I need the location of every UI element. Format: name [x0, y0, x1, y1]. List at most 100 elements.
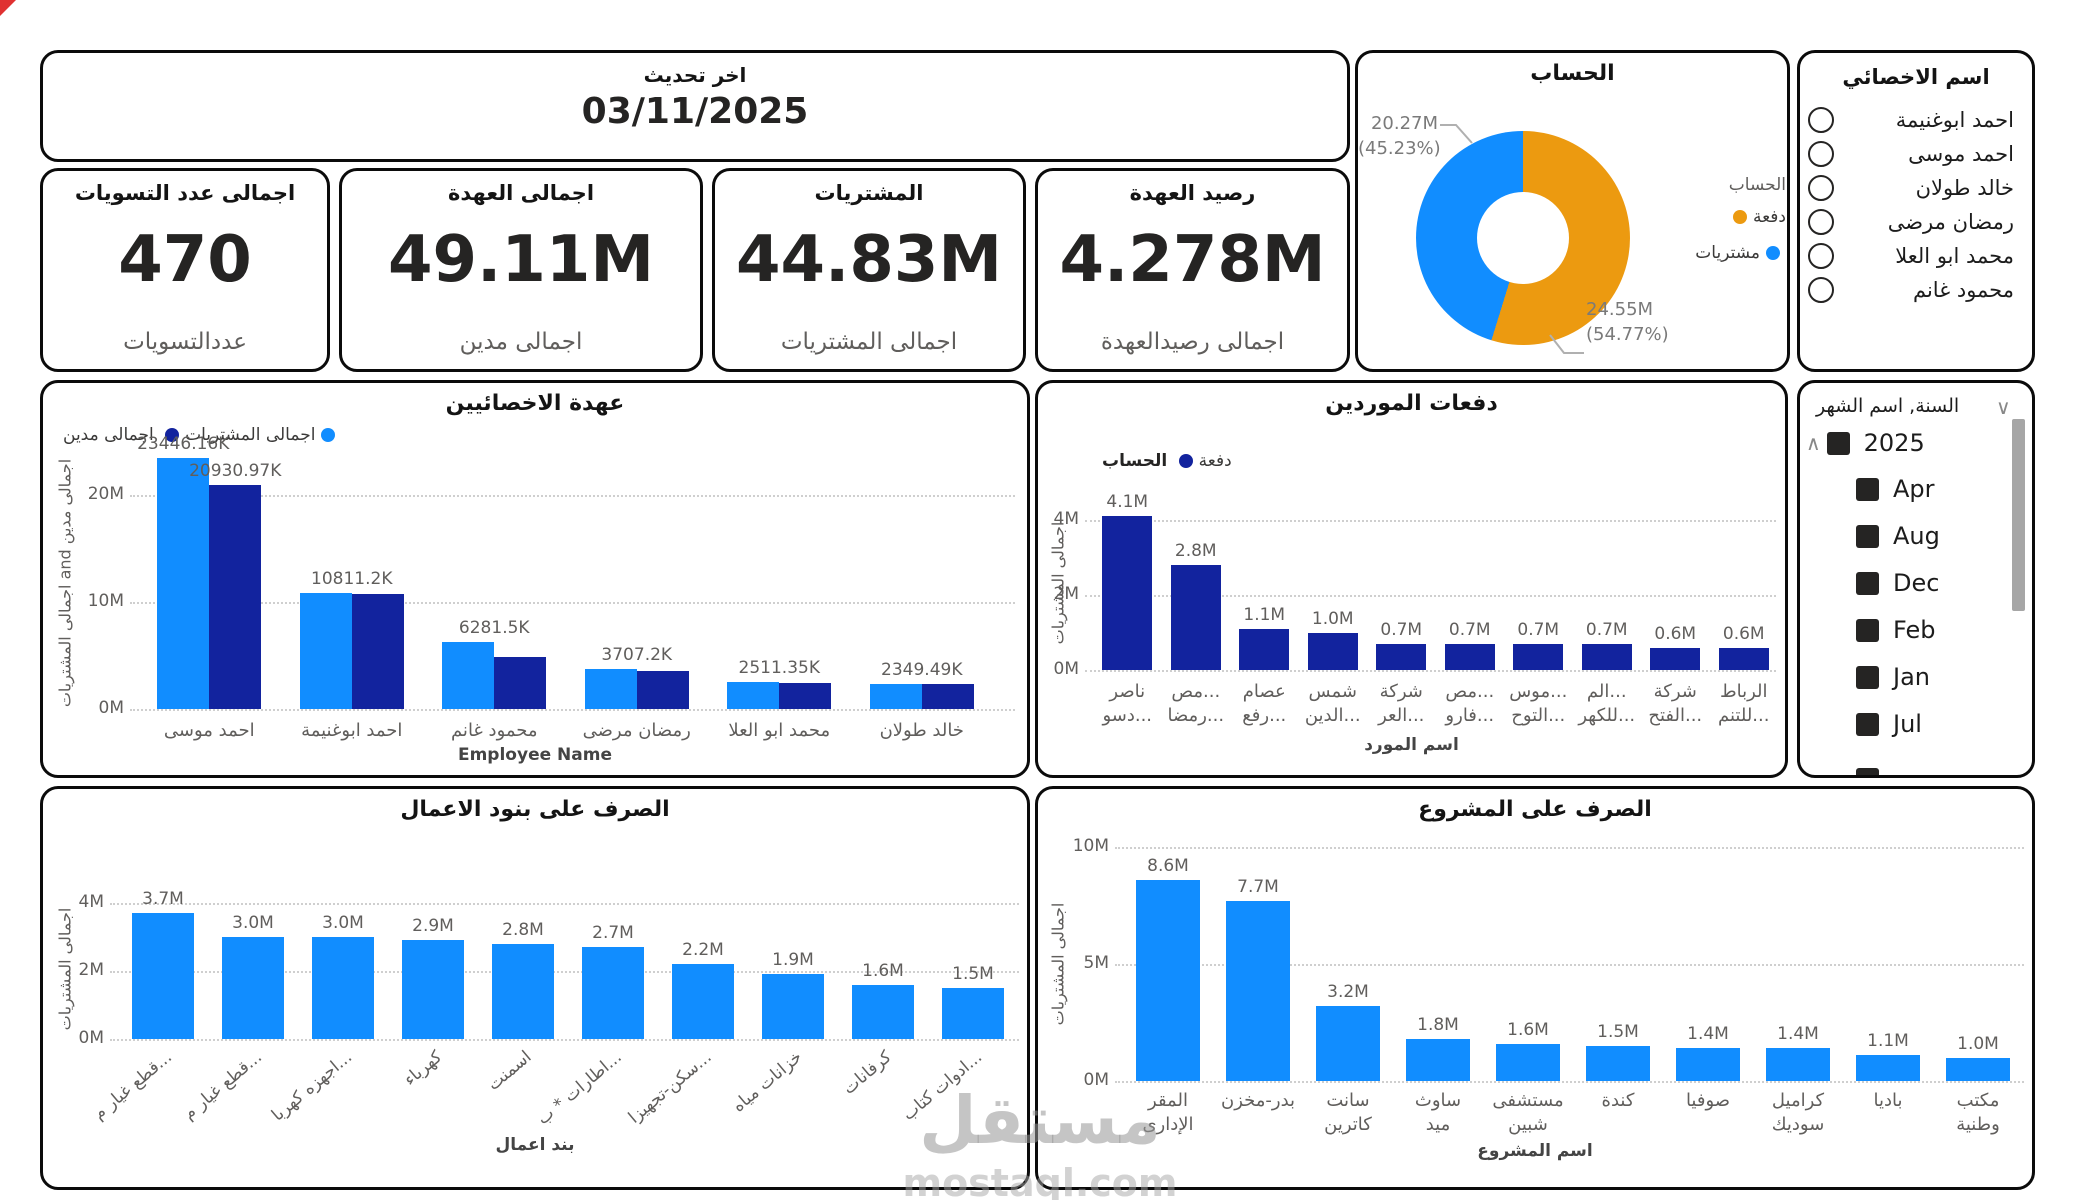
month-item[interactable]: Feb — [1856, 616, 1936, 644]
bar[interactable] — [312, 937, 374, 1039]
specialist-item[interactable]: رمضان مرضى — [1808, 207, 2022, 237]
month-item[interactable]: Dec — [1856, 569, 1939, 597]
category-label: رمضان مرضى — [582, 720, 691, 741]
legend-dot — [321, 428, 336, 442]
bar[interactable] — [779, 682, 832, 709]
month-item[interactable]: Jan — [1856, 663, 1930, 691]
bar-label: 2.8M — [1174, 541, 1217, 561]
radio-icon[interactable] — [1808, 209, 1834, 235]
bar[interactable] — [1513, 643, 1564, 670]
bar-label: 2511.35K — [738, 658, 820, 679]
bar[interactable] — [132, 913, 194, 1039]
bar[interactable] — [1136, 879, 1200, 1081]
checkbox-icon[interactable] — [1826, 431, 1850, 455]
custody-legend[interactable]: اجمالى المشتريات اجمالى مدين — [53, 425, 341, 445]
checkbox-icon[interactable] — [1856, 618, 1879, 642]
month-slicer-title: السنة, اسم الشهر — [1816, 395, 1960, 417]
month-item-partial[interactable] — [1856, 768, 1879, 775]
chevron-up-icon[interactable]: ∧ — [1806, 431, 1821, 455]
checkbox-icon[interactable] — [1856, 665, 1879, 689]
specialist-item[interactable]: خالد طولان — [1808, 173, 2022, 203]
bar[interactable] — [584, 669, 637, 709]
bar[interactable] — [1376, 643, 1427, 670]
bar[interactable] — [351, 593, 404, 709]
month-slicer: السنة, اسم الشهر ∨ ∧ 2025 Apr Aug Dec Fe… — [1797, 380, 2035, 778]
chevron-down-icon[interactable]: ∨ — [1996, 395, 2011, 419]
bar[interactable] — [209, 485, 262, 709]
radio-icon[interactable] — [1808, 141, 1834, 167]
bar[interactable] — [157, 458, 210, 709]
radio-icon[interactable] — [1808, 243, 1834, 269]
specialist-label: احمد ابوغنيمة — [1895, 108, 2014, 132]
bar[interactable] — [442, 641, 495, 709]
month-item[interactable]: Apr — [1856, 475, 1935, 503]
bar[interactable] — [222, 937, 284, 1039]
bar[interactable] — [582, 947, 644, 1039]
bar[interactable] — [1102, 516, 1153, 670]
bar[interactable] — [1496, 1043, 1560, 1081]
bar[interactable] — [672, 964, 734, 1039]
bar[interactable] — [1650, 647, 1701, 670]
legend-item-purchases[interactable]: مشتريات — [1678, 243, 1786, 263]
bar[interactable] — [299, 593, 352, 709]
bar-label: 1.1M — [1243, 604, 1286, 625]
legend-item-payment[interactable]: دفعة — [1678, 207, 1786, 227]
bar[interactable] — [1856, 1055, 1920, 1081]
suppliers-y-axis-title: اجمالى المشتريات — [1048, 521, 1068, 645]
bar[interactable] — [1946, 1057, 2010, 1081]
y-tick-label: 10M — [1072, 836, 1109, 856]
year-row[interactable]: ∧ 2025 — [1806, 429, 1925, 457]
checkbox-icon[interactable] — [1856, 477, 1879, 501]
gridline — [1085, 520, 1776, 522]
bar[interactable] — [942, 988, 1004, 1039]
year-label: 2025 — [1863, 429, 1925, 457]
bar[interactable] — [921, 683, 974, 709]
specialist-item[interactable]: احمد موسى — [1808, 139, 2022, 169]
kpi-subtitle: اجمالى مدين — [459, 329, 583, 355]
scrollbar[interactable] — [2012, 419, 2025, 611]
bar[interactable] — [402, 940, 464, 1039]
bar[interactable] — [1581, 643, 1632, 670]
bar[interactable] — [1170, 565, 1221, 670]
radio-icon[interactable] — [1808, 107, 1834, 133]
bar-label: 2.2M — [682, 940, 724, 961]
month-item[interactable]: Aug — [1856, 522, 1940, 550]
bar[interactable] — [852, 984, 914, 1039]
month-item[interactable]: Jul — [1856, 710, 1922, 738]
bar[interactable] — [1239, 628, 1290, 670]
specialist-item[interactable]: احمد ابوغنيمة — [1808, 105, 2022, 135]
bar[interactable] — [1718, 647, 1769, 670]
bar-label: 0.7M — [1517, 619, 1560, 640]
bar[interactable] — [492, 943, 554, 1039]
checkbox-icon[interactable] — [1856, 524, 1879, 548]
bar-label: 2349.49K — [881, 659, 963, 680]
checkbox-icon[interactable] — [1856, 712, 1879, 736]
bar[interactable] — [1406, 1038, 1470, 1081]
checkbox-icon[interactable] — [1856, 768, 1879, 775]
radio-icon[interactable] — [1808, 175, 1834, 201]
specialist-item[interactable]: محمود غانم — [1808, 275, 2022, 305]
bar[interactable] — [1316, 1006, 1380, 1081]
bar-label: 0.7M — [1380, 619, 1423, 640]
checkbox-icon[interactable] — [1856, 571, 1879, 595]
works-x-axis-title: بند اعمال — [495, 1135, 575, 1155]
bar[interactable] — [1586, 1045, 1650, 1081]
bar[interactable] — [727, 682, 780, 709]
specialist-item[interactable]: محمد ابو العلا — [1808, 241, 2022, 271]
bar[interactable] — [1307, 632, 1358, 670]
y-tick-label: 2M — [1053, 584, 1079, 604]
bar[interactable] — [494, 656, 547, 709]
bar[interactable] — [869, 683, 922, 709]
bar[interactable] — [636, 670, 689, 709]
kpi-title: اجمالى عدد التسويات — [74, 181, 296, 205]
bar[interactable] — [762, 974, 824, 1039]
y-tick-label: 2M — [78, 960, 104, 980]
bar[interactable] — [1226, 900, 1290, 1081]
suppliers-legend[interactable]: دفعة الحساب — [1102, 451, 1232, 471]
bar[interactable] — [1676, 1048, 1740, 1081]
account-donut[interactable] — [1416, 131, 1630, 345]
bar[interactable] — [1444, 643, 1495, 670]
category-label: الرباط ...للتنم — [1718, 681, 1770, 726]
bar[interactable] — [1766, 1048, 1830, 1081]
radio-icon[interactable] — [1808, 277, 1834, 303]
